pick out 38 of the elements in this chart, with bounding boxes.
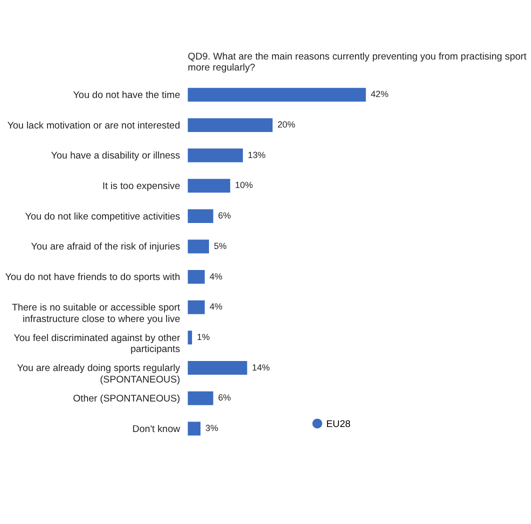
bar [188, 118, 273, 132]
bar [188, 391, 214, 406]
y-tick-label: You do not like competitive activities [25, 211, 180, 222]
data-label: 14% [252, 362, 270, 372]
bar [188, 88, 366, 102]
y-tick-label: It is too expensive [102, 181, 180, 192]
data-label: 4% [210, 302, 223, 312]
y-tick-label: You have a disability or illness [51, 150, 180, 162]
chart-title: QD9. What are the main reasons currently preventing you from practising sport more regularly? [188, 51, 527, 74]
y-tick-label: There is no suitable or accessible sport infrastructure close to where you live [12, 302, 180, 325]
y-tick-label: You do not have the time [73, 90, 180, 101]
bar [188, 240, 209, 254]
legend-label: EU28 [326, 418, 350, 430]
bar [188, 330, 192, 344]
y-tick-label: Other (SPONTANEOUS) [72, 394, 180, 404]
data-label: 6% [218, 210, 232, 221]
bar [188, 178, 230, 193]
bar [188, 300, 205, 314]
y-tick-label: You are afraid of the risk of injuries [31, 242, 180, 253]
bar [188, 270, 205, 284]
y-tick-label: You lack motivation or are not interested [7, 120, 180, 132]
data-label: 10% [235, 180, 253, 190]
data-label: 4% [210, 271, 223, 282]
y-tick-label: Don't know [132, 424, 182, 435]
data-label: 13% [248, 150, 266, 160]
data-label: 1% [196, 332, 210, 342]
data-label: 42% [370, 89, 389, 100]
data-label: 6% [218, 392, 232, 403]
bar [188, 209, 214, 224]
y-tick-label: You are already doing sports regularly (SPONTANEOUS) [17, 363, 180, 386]
data-label: 3% [205, 423, 218, 434]
y-tick-label: You do not have friends to do sports with [5, 272, 180, 284]
bar [188, 148, 243, 162]
data-label: 5% [214, 240, 227, 251]
data-label: 20% [277, 120, 296, 130]
y-tick-label: You feel discriminated against by other participants [14, 332, 181, 356]
bar [188, 361, 248, 375]
bar [188, 422, 201, 436]
